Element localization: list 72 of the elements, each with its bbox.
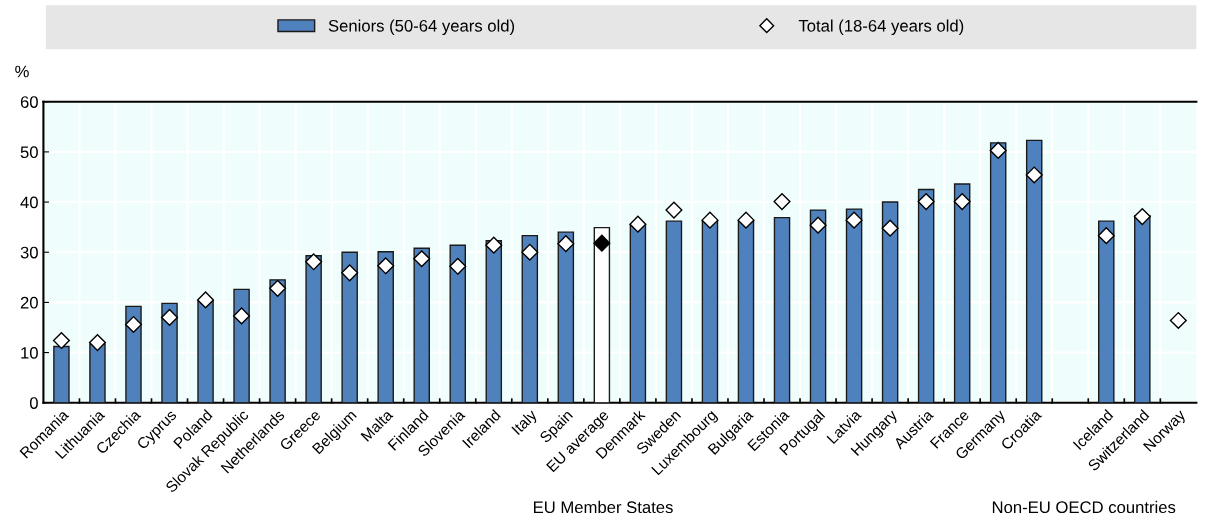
y-tick-label: 40: [20, 196, 38, 209]
point: [160, 308, 179, 327]
point: [629, 215, 647, 233]
bar: [737, 219, 755, 403]
y-tick-label: 10: [21, 346, 38, 359]
point: [377, 257, 395, 275]
point: [809, 216, 827, 234]
bar: [161, 302, 178, 403]
bar: [269, 279, 286, 403]
point: [593, 234, 611, 252]
legend-label: Seniors (50-64 years old): [328, 19, 515, 36]
bar: [1025, 139, 1043, 403]
y-tick-label: 20: [20, 296, 38, 309]
bar: [53, 345, 70, 403]
bar: [377, 251, 394, 403]
y-tick-label: 0: [29, 397, 38, 409]
point: [521, 243, 539, 261]
y-tick-label: 50: [20, 146, 38, 159]
bar: [665, 220, 683, 403]
point: [485, 236, 503, 254]
point: [953, 193, 971, 211]
point: [1133, 208, 1151, 226]
point: [269, 279, 287, 297]
bar: [413, 247, 430, 403]
point: [449, 257, 467, 275]
point: [1169, 311, 1187, 330]
point: [52, 331, 70, 350]
bar: [845, 208, 863, 403]
text: EU Member States: [533, 500, 673, 514]
bar: [197, 300, 214, 403]
point: [665, 201, 683, 219]
legend-label: Total (18-64 years old): [798, 19, 964, 36]
point: [88, 333, 107, 352]
bar: [773, 216, 791, 403]
point: [557, 235, 575, 253]
point: [413, 250, 431, 268]
point: [196, 291, 215, 309]
bar: [1134, 214, 1151, 403]
point: [1097, 227, 1115, 245]
bar: [449, 244, 467, 403]
point: [233, 307, 251, 325]
x-tick-label: Italy: [511, 408, 540, 438]
bar: [305, 255, 322, 403]
point: [773, 193, 791, 211]
point: [305, 253, 323, 271]
bar: [1098, 220, 1115, 403]
bar: [89, 343, 106, 403]
bar: [233, 288, 250, 403]
point: [917, 193, 935, 211]
bar: [341, 251, 358, 403]
point: [124, 315, 143, 334]
point: [341, 264, 359, 282]
bar: [701, 219, 719, 403]
point: [1025, 166, 1043, 184]
bar: [557, 231, 575, 403]
y-axis-title: %: [15, 65, 29, 78]
point: [737, 211, 755, 229]
text: Non-EU OECD countries: [992, 500, 1176, 514]
bar: [485, 239, 503, 403]
bar: [989, 142, 1007, 403]
bar: [953, 183, 971, 403]
point: [701, 211, 719, 229]
bar: [521, 234, 539, 403]
bar: [881, 201, 899, 403]
y-tick-label: 30: [20, 246, 38, 259]
bar: [629, 223, 647, 403]
bar: [809, 209, 827, 403]
bar: [917, 188, 935, 403]
y-tick-label: 60: [20, 96, 38, 108]
point: [881, 219, 899, 237]
point: [989, 141, 1007, 159]
point: [845, 211, 863, 229]
